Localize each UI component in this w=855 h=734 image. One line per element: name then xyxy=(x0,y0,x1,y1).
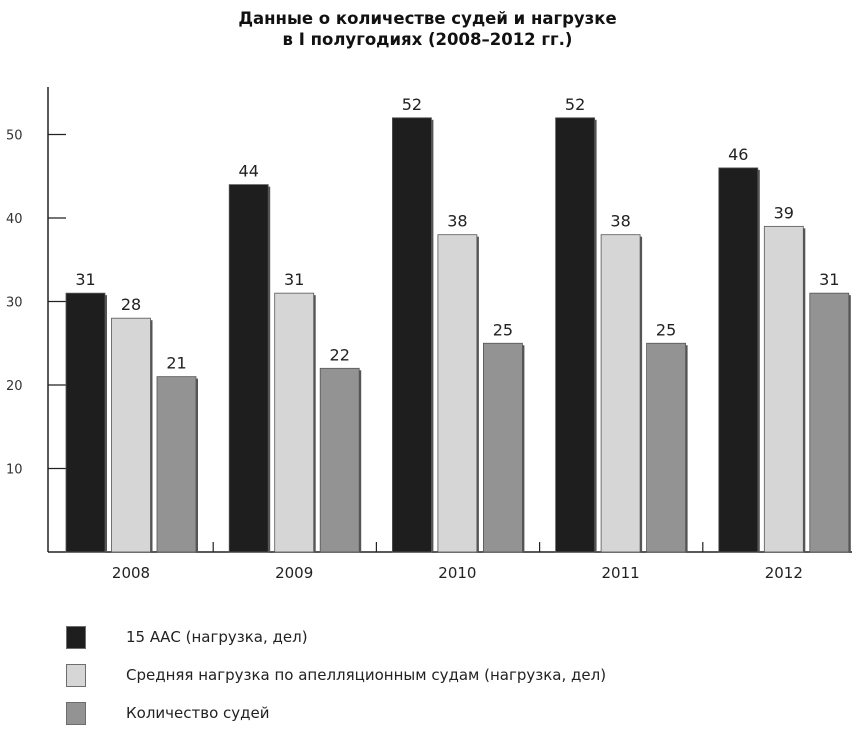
bar-value-label: 25 xyxy=(656,320,676,339)
bar xyxy=(274,292,315,553)
legend-swatch-judges xyxy=(66,701,86,725)
bar-value-label: 52 xyxy=(565,95,585,114)
bar-chart: 10 20 30 40 50 31 28 21 2008 44 31 22 2009 52 38 25 2010… xyxy=(6,87,852,582)
chart-title: Данные о количестве судей и нагрузке в I… xyxy=(0,8,855,50)
x-tick-label: 2008 xyxy=(112,564,150,582)
bar xyxy=(156,376,197,553)
bar xyxy=(718,167,759,553)
bar-value-label: 46 xyxy=(728,145,748,164)
bar-value-label: 38 xyxy=(610,212,630,231)
bar xyxy=(646,342,686,553)
bar-value-label: 31 xyxy=(819,270,839,289)
y-tick-label: 50 xyxy=(6,129,23,144)
legend-item: Количество судей xyxy=(66,696,606,730)
bar-value-label: 31 xyxy=(284,270,304,289)
bar-value-label: 21 xyxy=(166,354,186,373)
bar-value-label: 22 xyxy=(330,345,350,364)
legend-label-15aas: 15 ААС (нагрузка, дел) xyxy=(126,628,308,646)
legend-label-judges: Количество судей xyxy=(126,704,270,722)
legend: 15 ААС (нагрузка, дел) Средняя нагрузка … xyxy=(66,620,606,734)
y-tick-label: 30 xyxy=(6,296,23,311)
bar xyxy=(111,317,151,553)
legend-swatch-average-load xyxy=(66,663,86,687)
bar xyxy=(391,117,432,553)
bar-value-label: 28 xyxy=(121,295,141,314)
x-tick-label: 2010 xyxy=(438,564,476,582)
legend-label-average-load: Средняя нагрузка по апелляционным судам … xyxy=(126,666,607,684)
bar xyxy=(809,292,850,553)
bar xyxy=(763,225,804,553)
bar xyxy=(65,292,106,553)
bar xyxy=(319,367,360,553)
legend-swatch-15aas xyxy=(66,625,86,649)
y-tick-label: 40 xyxy=(6,212,23,227)
bar-value-label: 25 xyxy=(493,320,513,339)
bar xyxy=(437,234,478,553)
legend-item: 15 ААС (нагрузка, дел) xyxy=(66,620,606,654)
bar-value-label: 31 xyxy=(75,270,95,289)
bar-value-label: 44 xyxy=(239,162,259,181)
x-tick-label: 2011 xyxy=(602,564,640,582)
chart-title-line-1: Данные о количестве судей и нагрузке xyxy=(238,9,617,28)
y-tick-label: 20 xyxy=(6,379,23,394)
x-tick-label: 2009 xyxy=(275,564,313,582)
bar xyxy=(482,342,523,553)
x-tick-label: 2012 xyxy=(765,564,803,582)
legend-item: Средняя нагрузка по апелляционным судам … xyxy=(66,658,606,692)
bar xyxy=(600,234,641,553)
bar xyxy=(228,184,269,553)
bar-value-label: 39 xyxy=(774,203,794,222)
bar-value-label: 38 xyxy=(447,212,467,231)
bar xyxy=(555,117,595,553)
chart-title-line-2: в I полугодиях (2008–2012 гг.) xyxy=(282,30,573,49)
bar-value-label: 52 xyxy=(402,95,422,114)
y-tick-label: 10 xyxy=(6,463,23,478)
